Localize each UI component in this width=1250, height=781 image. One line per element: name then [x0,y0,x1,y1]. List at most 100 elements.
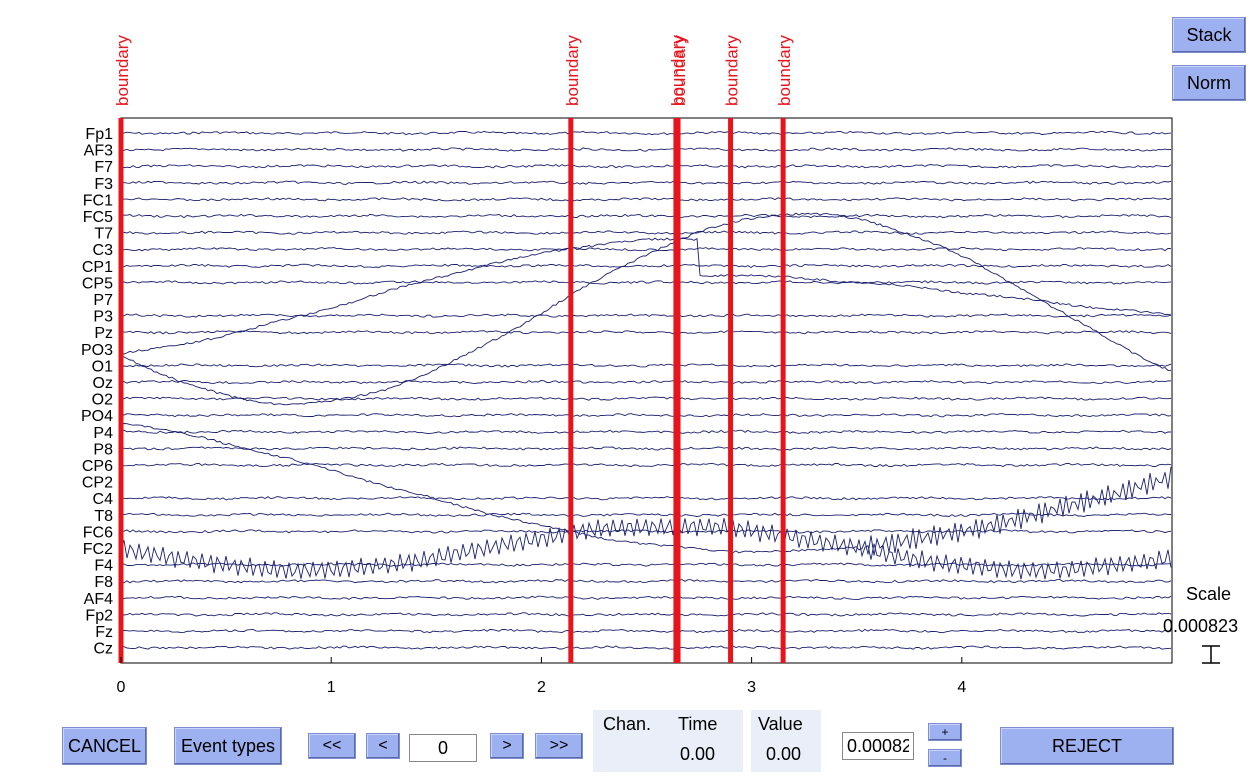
channel-label-po3: PO3 [81,342,113,359]
eeg-trace-fc6 [121,529,1172,534]
time-position-input[interactable] [409,734,477,762]
eeg-trace-oz [121,380,1172,385]
eeg-trace-p8 [121,446,1172,451]
event-marker-label: boundary [563,35,582,106]
channel-label-fc2: FC2 [83,541,113,558]
channel-label-o1: O1 [92,358,113,375]
chan-label: Chan. [603,714,652,734]
channel-label-c4: C4 [93,491,114,508]
last-page-button[interactable]: >> [535,733,583,759]
eeg-trace-fc1 [121,197,1172,202]
event-marker-label: boundary [668,35,687,106]
scale-input[interactable] [842,732,914,760]
x-tick-label: 1 [327,679,336,696]
info-panel [593,710,821,772]
x-axis: 0 1 2 3 4 [117,657,966,696]
prev-page-button[interactable]: < [366,733,400,759]
channel-label-po4: PO4 [81,408,113,425]
eeg-traces [121,130,1172,650]
channel-label-af3: AF3 [84,143,113,160]
eeg-plot[interactable]: boundary boundary boundary boundary boundary… [0,0,1250,700]
eeg-trace-fz [121,628,1172,634]
eeg-trace-c4 [121,496,1172,501]
channel-label-oz: Oz [93,375,113,392]
channel-label-fc1: FC1 [83,192,113,209]
channel-label-fp2: Fp2 [85,607,113,624]
norm-button[interactable]: Norm [1172,65,1246,101]
channel-label-fz: Fz [95,624,113,641]
eeg-trace-cp2 [121,423,1172,556]
channel-label-cz: Cz [93,641,113,658]
scale-increase-button[interactable]: + [928,723,962,741]
info-divider [743,710,751,772]
next-page-button[interactable]: > [490,733,524,759]
eeg-trace-af3 [121,147,1172,152]
channel-label-f3: F3 [94,176,113,193]
x-tick-label: 3 [747,679,756,696]
eeg-trace-fc2 [121,518,1172,580]
time-label: Time [678,714,718,734]
x-tick-label: 2 [537,679,546,696]
cancel-button[interactable]: CANCEL [62,727,147,765]
channel-label-f4: F4 [94,558,113,575]
event-marker-label: boundary [113,35,132,106]
eeg-trace-p3 [121,313,1172,318]
channel-label-p7: P7 [93,292,113,309]
channel-labels: Fp1AF3F7F3FC1FC5T7C3CP1CP5P7P3PzPO3O1OzO… [81,126,113,658]
eeg-trace-cz [121,645,1172,650]
first-page-button[interactable]: << [308,733,356,759]
channel-label-af4: AF4 [84,591,113,608]
channel-label-cp6: CP6 [82,458,113,475]
channel-label-p4: P4 [93,425,113,442]
channel-label-p3: P3 [93,309,113,326]
channel-label-cp1: CP1 [82,259,113,276]
eeg-trace-t7 [121,230,1172,235]
scale-label: Scale [1186,584,1232,604]
channel-label-pz: Pz [94,325,113,342]
reject-button[interactable]: REJECT [1000,727,1174,765]
eeg-trace-pz [121,330,1172,335]
x-tick-label: 0 [117,679,126,696]
event-marker-label: boundary [670,35,689,106]
eeg-trace-cp6 [121,462,1172,468]
channel-label-c3: C3 [93,242,114,259]
eeg-trace-cp1 [121,263,1172,269]
stack-button[interactable]: Stack [1172,17,1246,53]
value-value: 0.00 [766,744,802,764]
channel-label-t7: T7 [94,226,113,243]
eeg-trace-f4 [121,562,1172,567]
eeg-trace-fc5 [121,213,1172,219]
channel-label-fc6: FC6 [83,524,113,541]
channel-label-cp2: CP2 [82,475,113,492]
eeg-trace-po3 [121,212,1172,406]
channel-label-fp1: Fp1 [85,126,113,143]
eeg-trace-fp1 [121,130,1172,136]
eeg-trace-f8 [121,579,1172,584]
event-lines [118,118,786,663]
event-marker-label: boundary [723,35,742,106]
channel-label-f8: F8 [94,574,113,591]
eeg-trace-fp2 [121,612,1172,617]
eeg-trace-o1 [121,363,1172,368]
eeg-trace-f3 [121,180,1172,185]
channel-label-cp5: CP5 [82,275,113,292]
eeg-trace-c3 [121,247,1172,252]
scale-bar-icon [1202,645,1220,664]
scale-value: 0.000823 [1163,616,1239,636]
channel-label-fc5: FC5 [83,209,113,226]
value-label: Value [758,714,803,734]
channel-label-f7: F7 [94,159,113,176]
eeg-trace-cp5 [121,280,1172,285]
eeg-trace-f7 [121,163,1172,169]
channel-label-o2: O2 [92,392,113,409]
event-types-button[interactable]: Event types [174,727,282,765]
channel-label-t8: T8 [94,508,113,525]
eeg-trace-o2 [121,396,1172,401]
x-tick-label: 4 [957,679,966,696]
event-labels: boundary boundary boundary boundary boundary… [113,35,794,106]
eeg-trace-t8 [121,512,1172,517]
scale-decrease-button[interactable]: - [928,749,962,767]
eeg-trace-af4 [121,595,1172,600]
eeg-trace-p4 [121,429,1172,434]
channel-label-p8: P8 [93,441,113,458]
